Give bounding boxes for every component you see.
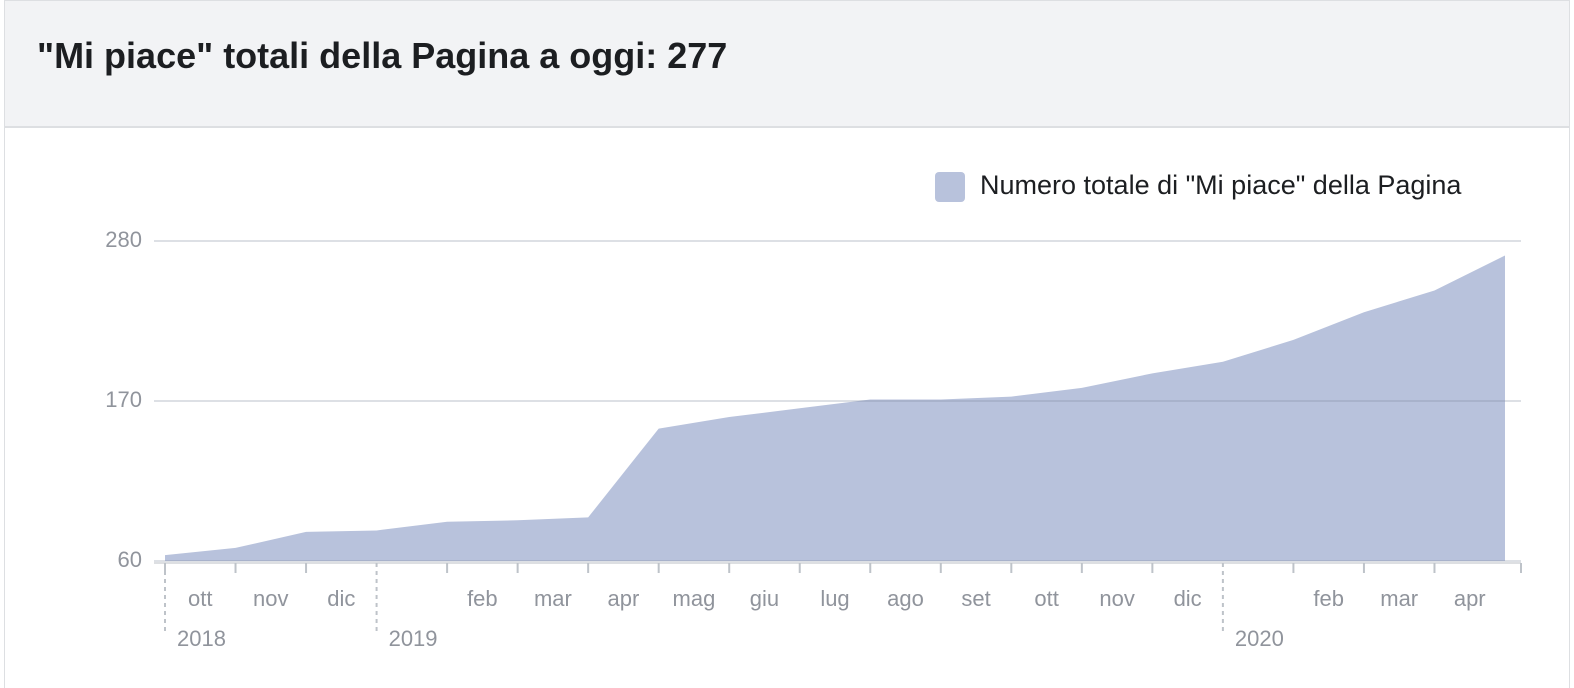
- x-tick-label: feb: [467, 586, 498, 611]
- x-tick-label: nov: [1099, 586, 1134, 611]
- chart: Numero totale di "Mi piace" della Pagina…: [105, 170, 1522, 651]
- area: [165, 255, 1505, 561]
- insights-card: "Mi piace" totali della Pagina a oggi: 2…: [4, 0, 1570, 688]
- year-label: 2019: [389, 626, 438, 651]
- x-tick-label: set: [961, 586, 990, 611]
- x-tick-label: apr: [1454, 586, 1486, 611]
- x-tick-label: ago: [887, 586, 924, 611]
- year-label: 2018: [177, 626, 226, 651]
- x-tick-label: ott: [188, 586, 212, 611]
- x-tick-label: mar: [1380, 586, 1418, 611]
- x-tick-label: nov: [253, 586, 288, 611]
- x-tick-label: ott: [1034, 586, 1058, 611]
- x-tick-label: giu: [750, 586, 779, 611]
- card-title: "Mi piace" totali della Pagina a oggi: 2…: [37, 35, 728, 76]
- legend-swatch: [935, 172, 965, 202]
- x-tick-label: mar: [534, 586, 572, 611]
- y-tick-label: 60: [118, 547, 142, 572]
- y-tick-label: 170: [105, 387, 142, 412]
- y-tick-label: 280: [105, 227, 142, 252]
- x-tick-label: dic: [327, 586, 355, 611]
- x-tick-label: feb: [1313, 586, 1344, 611]
- x-tick-label: dic: [1174, 586, 1202, 611]
- card-header: "Mi piace" totali della Pagina a oggi: 2…: [5, 0, 1569, 128]
- year-label: 2020: [1235, 626, 1284, 651]
- x-tick-label: mag: [673, 586, 716, 611]
- x-tick-label: apr: [608, 586, 640, 611]
- x-tick-label: lug: [820, 586, 849, 611]
- legend-label: Numero totale di "Mi piace" della Pagina: [980, 170, 1462, 200]
